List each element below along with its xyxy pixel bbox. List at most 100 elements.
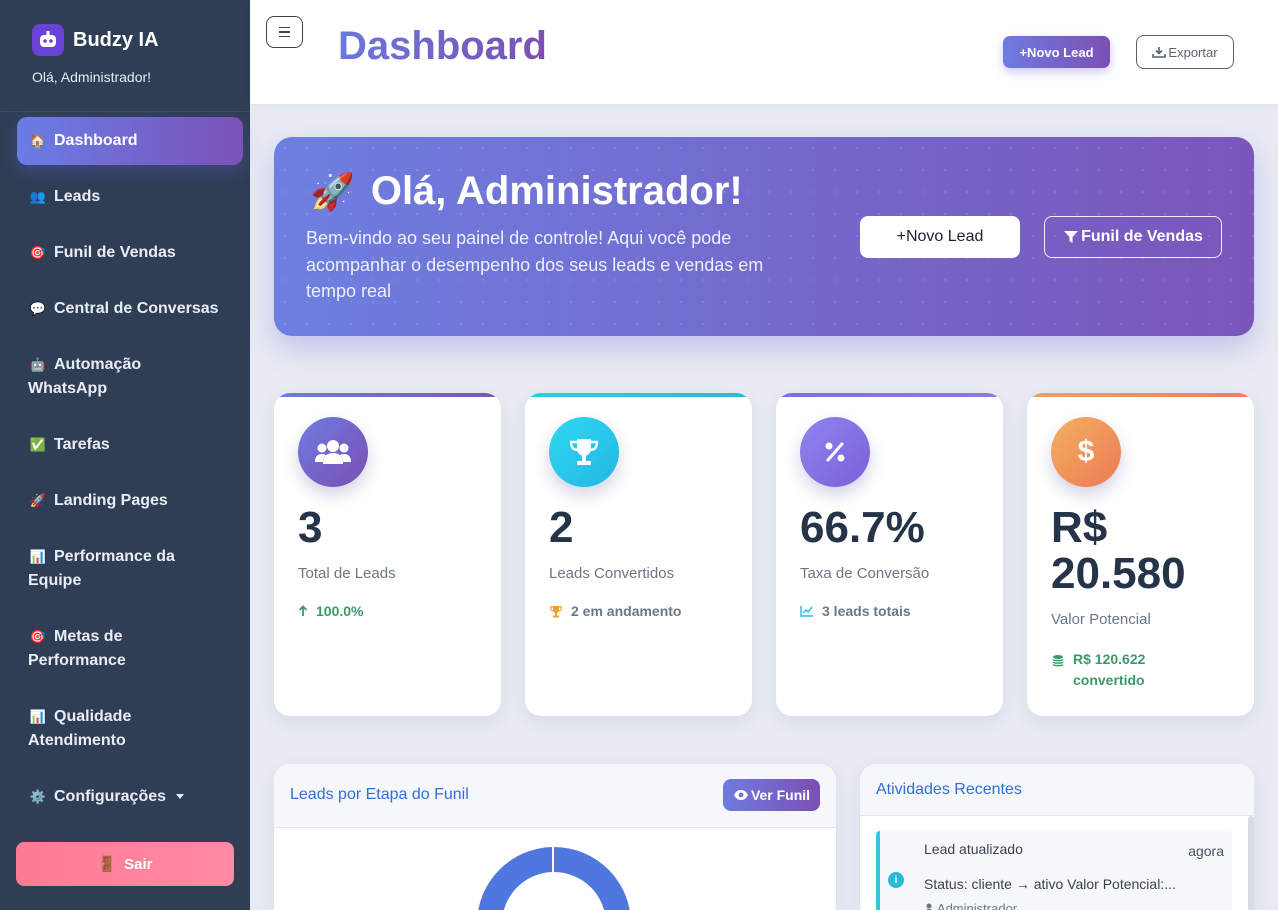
stat-card-conversion-rate: 66.7% Taxa de Conversão 3 leads totais (776, 393, 1003, 716)
welcome-banner: 🚀 Olá, Administrador! Bem-vindo ao seu p… (274, 137, 1254, 336)
sidebar-item-label: Leads (54, 188, 101, 205)
stat-card-converted-leads: 2 Leads Convertidos 2 em andamento (525, 393, 752, 716)
people-icon: 👥 (29, 189, 47, 204)
coins-icon (1052, 655, 1064, 667)
activity-item[interactable]: Lead atualizado agora i Status: cliente … (876, 831, 1232, 910)
export-label: Exportar (1168, 44, 1218, 60)
stat-sub: 3 leads totais (800, 603, 911, 619)
topbar: Dashboard +Novo Lead Exportar (250, 0, 1278, 104)
banner-description: Bem-vindo ao seu painel de controle! Aqu… (306, 228, 764, 301)
stat-label: Total de Leads (298, 565, 396, 582)
percent-icon (800, 417, 870, 487)
sidebar-item-performance-goals[interactable]: 🎯 Metas de Performance (17, 625, 167, 673)
sidebar-item-label: Performance da Equipe (28, 548, 175, 589)
target-icon: 🎯 (29, 245, 47, 260)
page-title: Dashboard (338, 24, 547, 68)
stat-label: Valor Potencial (1051, 611, 1151, 628)
banner-funnel-button[interactable]: Funil de Vendas (1044, 216, 1222, 258)
activity-panel: Atividades Recentes Lead atualizado agor… (860, 764, 1254, 910)
gear-icon: ⚙️ (29, 789, 47, 804)
banner-funnel-label: Funil de Vendas (1081, 228, 1203, 245)
stat-value: 66.7% (800, 503, 925, 552)
banner-pattern (274, 137, 1254, 336)
stat-card-total-leads: 3 Total de Leads 100.0% (274, 393, 501, 716)
rocket-icon: 🚀 (29, 493, 47, 508)
sidebar-item-label: Configurações (54, 788, 167, 805)
stat-sub: R$ 120.622 convertido (1051, 649, 1201, 691)
funnel-donut-chart (478, 847, 630, 910)
sidebar-item-settings[interactable]: ⚙️ Configurações (17, 785, 243, 809)
sidebar-item-label: Dashboard (54, 132, 138, 149)
stat-trend: 100.0% (298, 603, 363, 619)
logout-label: Sair (124, 855, 153, 873)
sidebar-item-label: Central de Conversas (54, 300, 219, 317)
new-lead-button[interactable]: +Novo Lead (1003, 36, 1110, 68)
activity-user: Administrador (924, 901, 1017, 910)
sidebar-greeting: Olá, Administrador! (32, 69, 152, 85)
sidebar: Budzy IA Olá, Administrador! 🏠 Dashboard … (0, 0, 250, 910)
sidebar-item-label: Landing Pages (54, 492, 168, 509)
panel-header: Leads por Etapa do Funil Ver Funil (274, 764, 836, 828)
dollar-icon: $ (1051, 417, 1121, 487)
caret-down-icon (176, 794, 185, 800)
target-icon: 🎯 (29, 629, 47, 644)
sidebar-item-leads[interactable]: 👥 Leads (17, 185, 243, 209)
sidebar-item-label: Tarefas (54, 436, 110, 453)
trophy-icon (549, 417, 619, 487)
brand[interactable]: Budzy IA (32, 24, 159, 56)
banner-title-text: Olá, Administrador! (370, 169, 743, 213)
sidebar-divider (0, 111, 250, 112)
banner-new-lead-button[interactable]: +Novo Lead (860, 216, 1020, 258)
menu-toggle-button[interactable] (266, 16, 303, 48)
sidebar-item-landing-pages[interactable]: 🚀 Landing Pages (17, 489, 243, 513)
sidebar-item-service-quality[interactable]: 📊 Qualidade Atendimento (17, 705, 167, 753)
stat-label: Leads Convertidos (549, 565, 675, 582)
bar-chart-icon: 📊 (29, 709, 47, 724)
stat-value: R$ 20.580 (1051, 503, 1186, 598)
user-icon (925, 903, 933, 910)
sidebar-item-team-performance[interactable]: 📊 Performance da Equipe (17, 545, 202, 593)
download-icon (1152, 47, 1167, 58)
eye-icon (733, 790, 748, 800)
stat-label: Taxa de Conversão (800, 565, 930, 582)
sidebar-item-tasks[interactable]: ✅ Tarefas (17, 433, 243, 457)
rocket-icon: 🚀 (310, 170, 355, 212)
sidebar-item-label: Qualidade Atendimento (28, 708, 132, 749)
sidebar-item-label: Metas de Performance (28, 628, 126, 669)
brand-name: Budzy IA (73, 28, 159, 51)
check-icon: ✅ (29, 437, 47, 452)
export-button[interactable]: Exportar (1136, 35, 1234, 69)
users-icon (298, 417, 368, 487)
sidebar-item-label: Funil de Vendas (54, 244, 176, 261)
stat-value: 2 (549, 503, 574, 552)
activity-title: Lead atualizado (924, 841, 1023, 857)
arrow-up-icon (298, 605, 308, 616)
sidebar-item-funnel[interactable]: 🎯 Funil de Vendas (17, 241, 243, 265)
view-funnel-button[interactable]: Ver Funil (723, 779, 820, 811)
activity-description: Status: cliente → ativo Valor Potencial:… (924, 876, 1176, 892)
funnel-panel: Leads por Etapa do Funil Ver Funil (274, 764, 836, 910)
panel-title: Leads por Etapa do Funil (290, 786, 469, 803)
home-icon: 🏠 (29, 133, 47, 148)
activity-time: agora (1188, 843, 1224, 859)
sidebar-item-dashboard[interactable]: 🏠 Dashboard (17, 117, 243, 165)
door-icon: 🚪 (97, 856, 117, 873)
sidebar-item-automation[interactable]: 🤖 Automação WhatsApp (17, 353, 187, 401)
banner-title: 🚀 Olá, Administrador! (310, 169, 743, 214)
sidebar-item-conversations[interactable]: 💬 Central de Conversas (17, 297, 243, 321)
robot-icon: 🤖 (29, 357, 47, 372)
panel-header: Atividades Recentes (860, 764, 1254, 816)
filter-icon (1064, 231, 1079, 243)
panel-title: Atividades Recentes (876, 781, 1022, 798)
line-chart-icon (800, 606, 813, 617)
chat-icon: 💬 (29, 301, 47, 316)
stat-value: 3 (298, 503, 323, 552)
info-icon: i (888, 872, 904, 888)
stat-sub: 2 em andamento (549, 603, 681, 619)
stat-card-potential-value: $ R$ 20.580 Valor Potencial R$ 120.622 c… (1027, 393, 1254, 716)
activity-scrollbar[interactable] (1248, 816, 1254, 910)
robot-logo-icon (32, 24, 64, 56)
bar-chart-icon: 📊 (29, 549, 47, 564)
trophy-small-icon (549, 605, 563, 617)
logout-button[interactable]: 🚪 Sair (16, 842, 234, 886)
